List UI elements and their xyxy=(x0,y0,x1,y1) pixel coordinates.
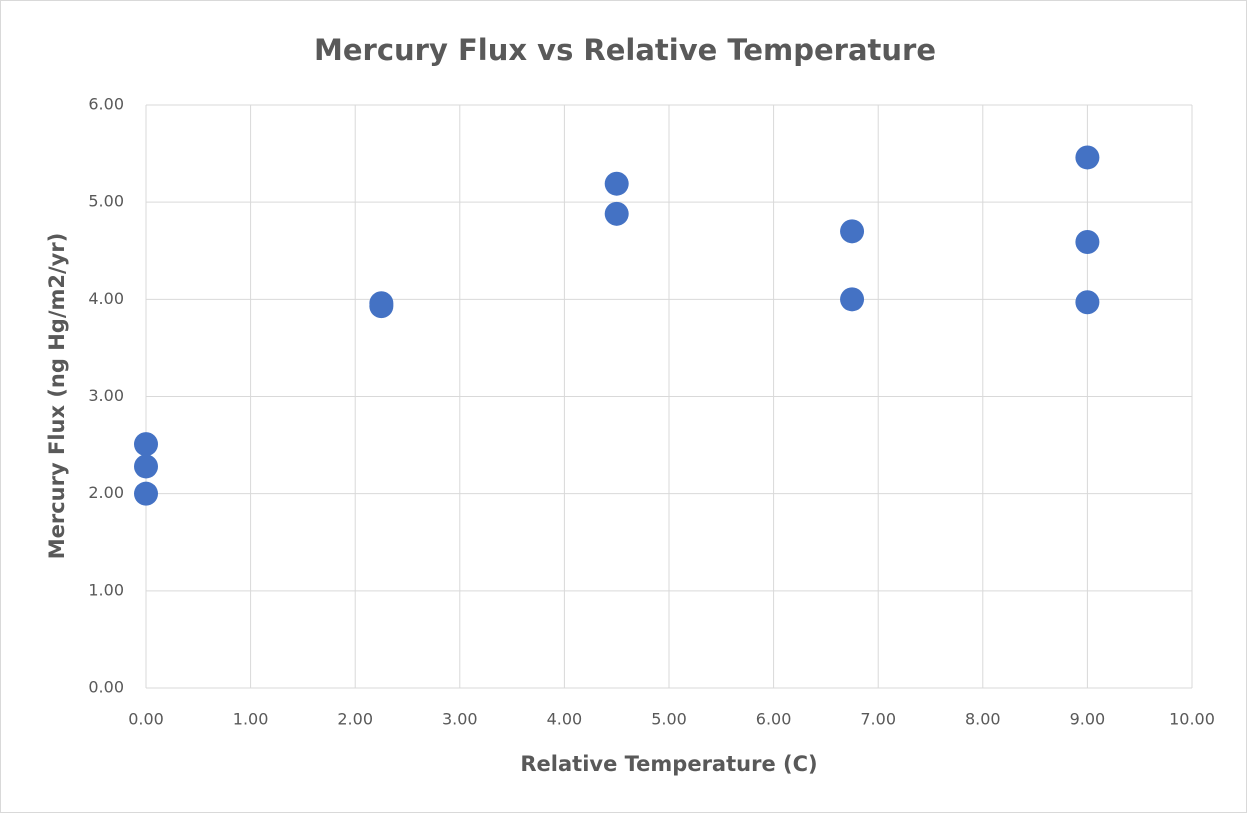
x-tick-label: 2.00 xyxy=(337,710,373,729)
x-tick-label: 3.00 xyxy=(442,710,478,729)
point xyxy=(134,432,158,457)
y-axis-label: Mercury Flux (ng Hg/m2/yr) xyxy=(45,233,69,560)
y-tick-label: 1.00 xyxy=(88,580,124,599)
x-axis-label: Relative Temperature (C) xyxy=(520,752,817,776)
chart-title: Mercury Flux vs Relative Temperature xyxy=(314,33,936,67)
x-tick-label: 5.00 xyxy=(651,710,687,729)
point xyxy=(1075,145,1100,170)
point xyxy=(1075,290,1100,315)
point xyxy=(134,454,158,479)
y-tick-label: 2.00 xyxy=(88,483,124,502)
y-tick-label: 3.00 xyxy=(88,386,124,405)
point xyxy=(840,219,865,244)
x-tick-label: 0.00 xyxy=(128,710,164,729)
x-tick-label: 8.00 xyxy=(965,710,1001,729)
y-tick-label: 5.00 xyxy=(88,192,124,211)
y-tick-label: 0.00 xyxy=(88,678,124,697)
x-tick-label: 6.00 xyxy=(756,710,792,729)
point xyxy=(369,294,394,319)
y-tick-label: 6.00 xyxy=(88,95,124,114)
point xyxy=(604,171,629,196)
point xyxy=(604,201,629,226)
x-tick-label: 10.00 xyxy=(1169,710,1215,729)
x-tick-label: 9.00 xyxy=(1070,710,1106,729)
point xyxy=(840,287,865,312)
x-tick-label: 1.00 xyxy=(233,710,269,729)
point xyxy=(1075,230,1100,255)
x-tick-label: 7.00 xyxy=(860,710,896,729)
y-tick-label: 4.00 xyxy=(88,289,124,308)
x-tick-label: 4.00 xyxy=(547,710,583,729)
point xyxy=(134,481,158,506)
